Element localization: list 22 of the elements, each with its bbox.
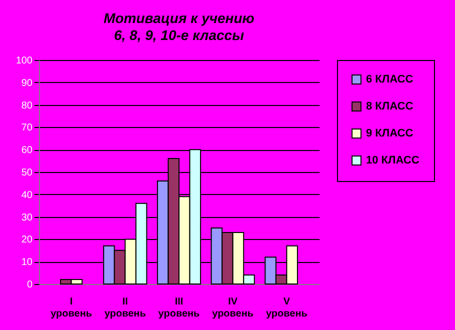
x-tick-label: II уровень [104, 296, 146, 320]
y-tick-label: 60 [21, 145, 33, 156]
legend-label: 6 КЛАСС [366, 74, 414, 86]
y-tick-label: 90 [21, 78, 33, 89]
legend-label: 9 КЛАСС [366, 128, 414, 140]
y-tick-label: 40 [21, 190, 33, 201]
y-tick-label: 20 [21, 234, 33, 246]
chart-subtitle: 6, 8, 9, 10-е классы [114, 27, 244, 43]
legend-label: 10 КЛАСС [366, 154, 420, 166]
x-tick-label: I уровень [50, 296, 92, 320]
y-tick-label: 100 [16, 56, 33, 66]
y-tick-label: 30 [21, 212, 33, 224]
chart-title: Мотивация к учению [104, 10, 254, 26]
x-tick-label: V уровень [266, 296, 308, 320]
legend-label: 8 КЛАСС [366, 100, 414, 112]
x-tick-label: IV уровень [212, 296, 254, 320]
x-tick-label: III уровень [158, 296, 200, 320]
y-tick-label: 0 [26, 280, 33, 290]
y-tick-label: 50 [21, 168, 33, 178]
y-tick-label: 70 [21, 122, 33, 134]
y-tick-label: 80 [21, 100, 33, 112]
y-tick-label: 10 [21, 257, 33, 268]
